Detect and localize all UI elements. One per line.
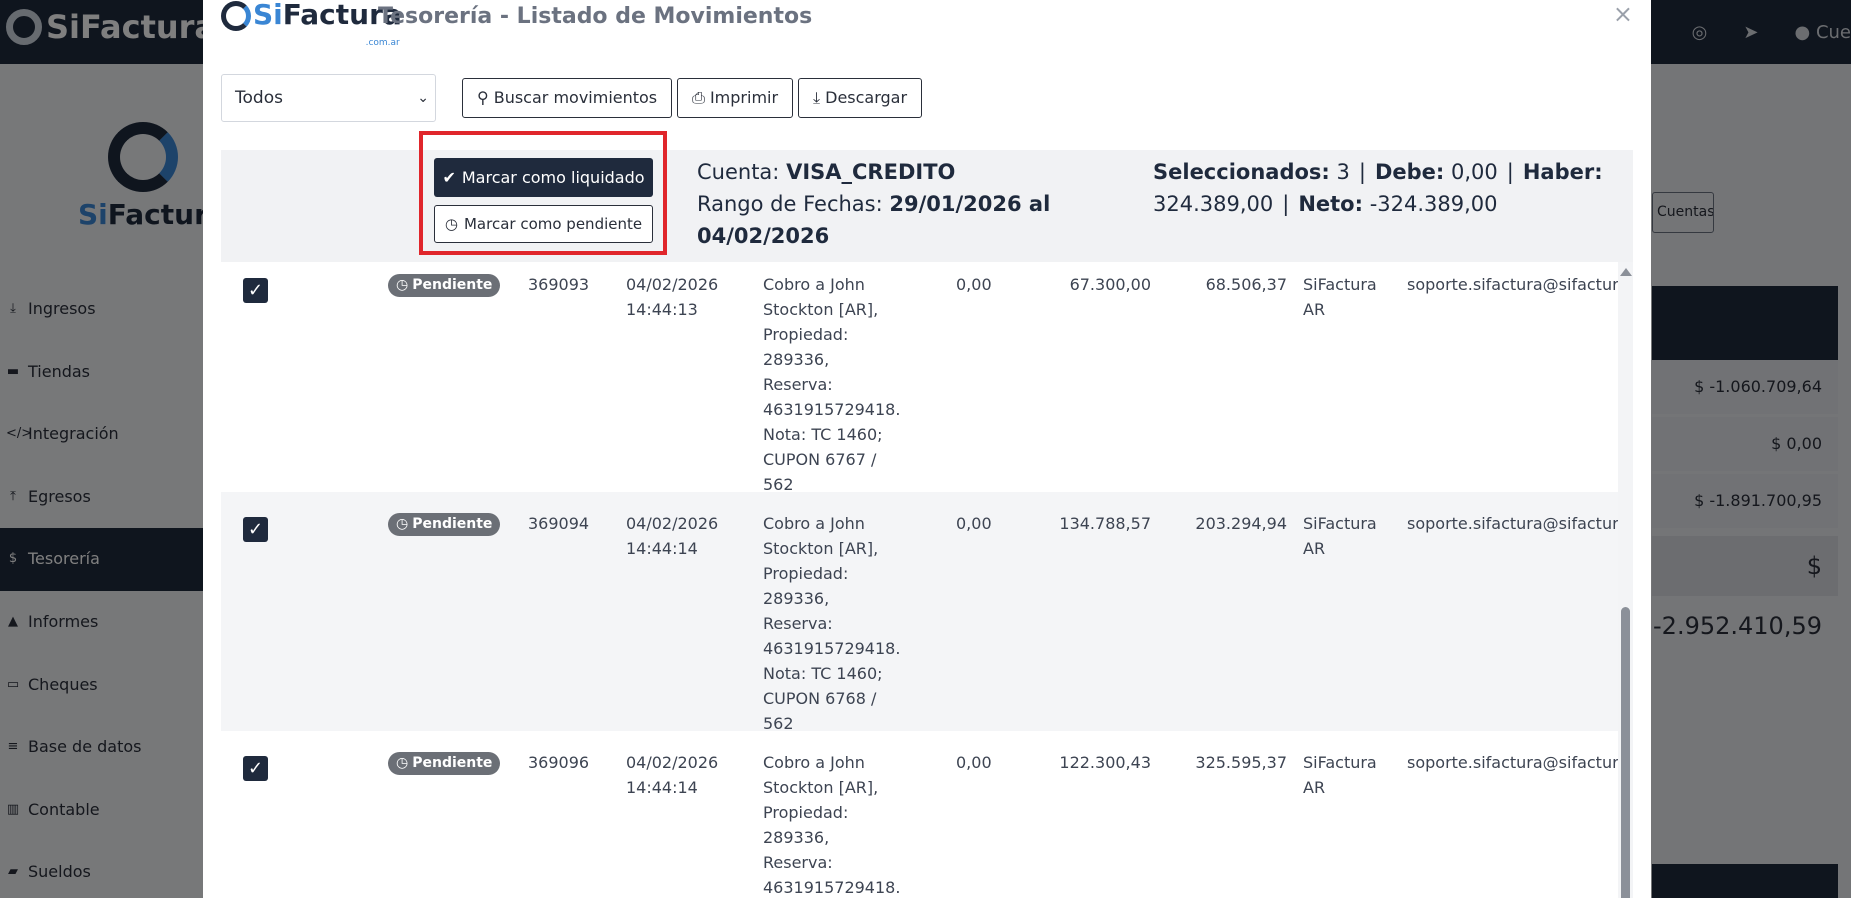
- modal-title: Tesorería - Listado de Movimientos: [378, 4, 813, 29]
- status-badge: ◷ Pendiente: [388, 513, 501, 536]
- cell-email: soporte.sifactura@sifactura.com: [1407, 275, 1618, 294]
- cell-debe: 0,00: [956, 753, 992, 772]
- table-scrollbar[interactable]: [1618, 262, 1633, 898]
- cell-debe: 0,00: [956, 514, 992, 533]
- cuenta-info: Cuenta: VISA_CREDITO Rango de Fechas: 29…: [697, 160, 1051, 248]
- imprimir-button[interactable]: ⎙ Imprimir: [677, 78, 794, 118]
- modal-logo: SiFactura .com.ar: [221, 0, 402, 48]
- row-checkbox[interactable]: ✓: [243, 517, 268, 542]
- clock-icon: ◷: [444, 215, 458, 233]
- search-icon: ⚲: [477, 88, 489, 107]
- debe-value: 0,00: [1451, 160, 1498, 184]
- descargar-button[interactable]: ⤓ Descargar: [798, 78, 923, 118]
- scroll-up-icon[interactable]: [1620, 268, 1632, 276]
- cell-haber: 122.300,43: [1059, 753, 1151, 772]
- cell-id: 369096: [528, 753, 590, 772]
- table-row[interactable]: ✓ ◷ Pendiente 369093 04/02/2026 14:44:13 …: [221, 262, 1618, 494]
- row-checkbox[interactable]: ✓: [243, 756, 268, 781]
- download-icon: ⤓: [813, 88, 821, 107]
- cell-user: SiFactura AR: [1303, 753, 1377, 797]
- marcar-liquidado-button[interactable]: ✔ Marcar como liquidado: [434, 158, 653, 197]
- cell-date: 04/02/2026 14:44:13: [626, 275, 719, 319]
- check-circle-icon: ✔: [442, 168, 456, 187]
- cell-saldo: 203.294,94: [1195, 514, 1287, 533]
- haber-value: 324.389,00: [1153, 192, 1274, 216]
- cell-description: Cobro a John Stockton [AR], Propiedad: 2…: [763, 514, 901, 733]
- bulk-actions-highlight: [419, 131, 667, 255]
- cell-haber: 134.788,57: [1059, 514, 1151, 533]
- cell-debe: 0,00: [956, 275, 992, 294]
- totals-info: Seleccionados: 3 | Debe: 0,00 | Haber: 324.3…: [1153, 160, 1603, 216]
- print-icon: ⎙: [692, 88, 705, 107]
- modal-header: SiFactura .com.ar Tesorería - Listado de …: [203, 0, 1651, 48]
- cell-user: SiFactura AR: [1303, 275, 1377, 319]
- logo-ring-icon: [221, 1, 251, 31]
- cell-id: 369093: [528, 275, 590, 294]
- chevron-down-icon: ⌄: [417, 90, 429, 106]
- close-icon[interactable]: ×: [1612, 0, 1633, 28]
- cell-saldo: 68.506,37: [1205, 275, 1287, 294]
- row-checkbox[interactable]: ✓: [243, 278, 268, 303]
- cell-email: soporte.sifactura@sifactura.com: [1407, 514, 1618, 533]
- cell-date: 04/02/2026 14:44:14: [626, 514, 719, 558]
- neto-value: -324.389,00: [1369, 192, 1498, 216]
- filter-select-value: Todos: [235, 88, 283, 108]
- status-badge: ◷ Pendiente: [388, 274, 501, 297]
- cell-date: 04/02/2026 14:44:14: [626, 753, 719, 797]
- movimientos-modal: SiFactura .com.ar Tesorería - Listado de …: [203, 0, 1651, 898]
- status-badge: ◷ Pendiente: [388, 752, 501, 775]
- filter-select[interactable]: Todos ⌄: [221, 74, 436, 122]
- table-row[interactable]: ✓ ◷ Pendiente 369094 04/02/2026 14:44:14 …: [221, 492, 1618, 733]
- modal-toolbar: Todos ⌄ ⚲ Buscar movimientos ⎙ Imprimir …: [221, 74, 923, 122]
- buscar-movimientos-button[interactable]: ⚲ Buscar movimientos: [462, 78, 673, 118]
- clock-icon: ◷: [396, 516, 409, 532]
- cell-description: Cobro a John Stockton [AR], Propiedad: 2…: [763, 753, 901, 897]
- modal-logo-text: SiFactura .com.ar: [253, 0, 402, 48]
- cuenta-value: VISA_CREDITO: [786, 160, 956, 184]
- scrollbar-thumb[interactable]: [1621, 607, 1630, 898]
- table-row[interactable]: ✓ ◷ Pendiente 369096 04/02/2026 14:44:14 …: [221, 731, 1618, 898]
- movimientos-table[interactable]: ✓ ◷ Pendiente 369093 04/02/2026 14:44:13 …: [221, 262, 1618, 898]
- cell-haber: 67.300,00: [1069, 275, 1151, 294]
- cell-id: 369094: [528, 514, 590, 533]
- seleccionados-value: 3: [1336, 160, 1350, 184]
- clock-icon: ◷: [396, 277, 409, 293]
- cell-user: SiFactura AR: [1303, 514, 1377, 558]
- clock-icon: ◷: [396, 755, 409, 771]
- marcar-pendiente-button[interactable]: ◷ Marcar como pendiente: [434, 205, 653, 243]
- rango-fechas-value: 29/01/2026 al 04/02/2026: [697, 192, 1051, 248]
- cell-description: Cobro a John Stockton [AR], Propiedad: 2…: [763, 275, 901, 494]
- cell-email: soporte.sifactura@sifactura.com: [1407, 753, 1618, 772]
- cell-saldo: 325.595,37: [1195, 753, 1287, 772]
